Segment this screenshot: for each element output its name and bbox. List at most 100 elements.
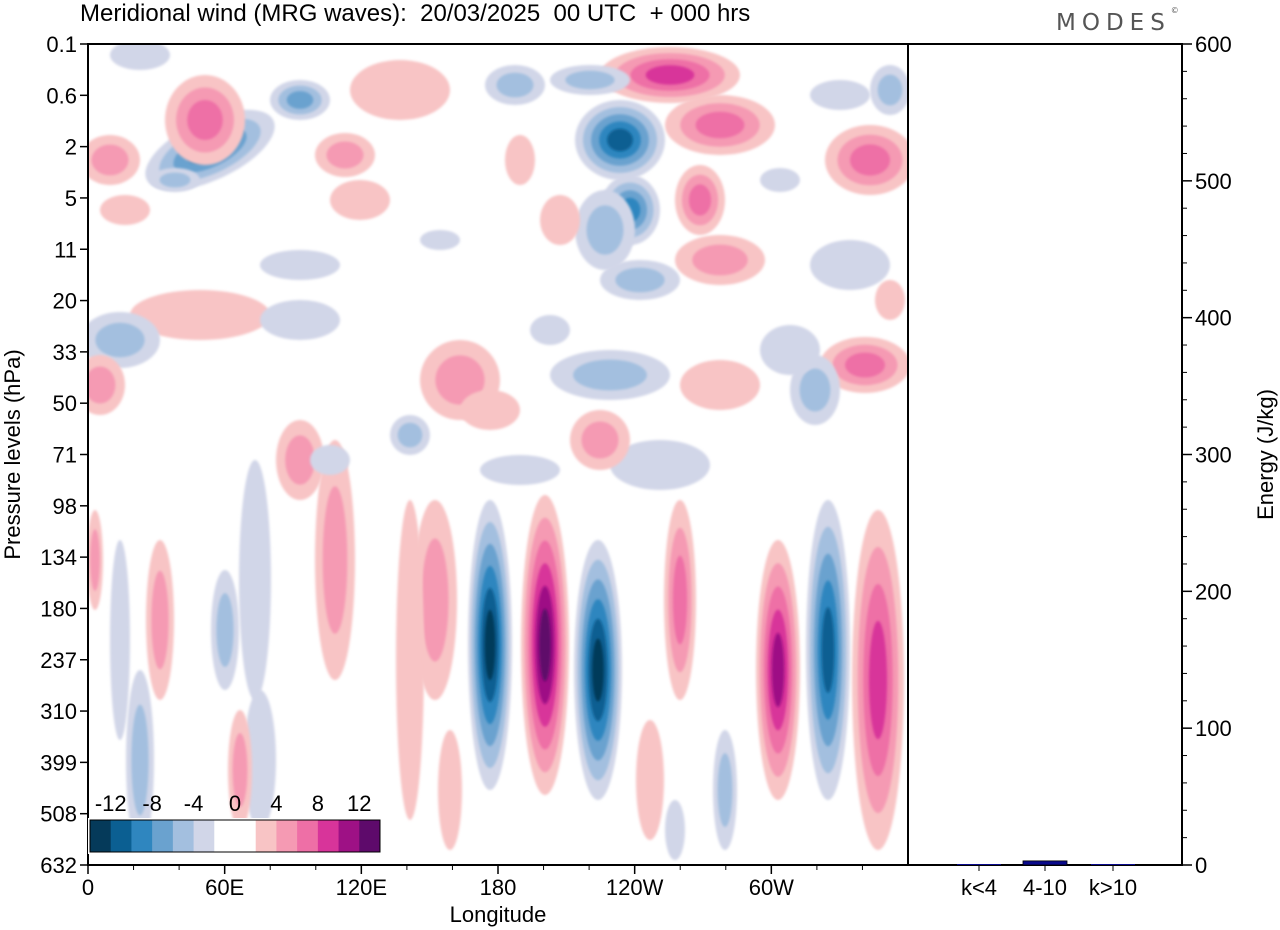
contour-band [322, 486, 348, 634]
contour-band [592, 638, 604, 702]
energy-category-label: 4-10 [1023, 875, 1067, 900]
colorbar-swatch [235, 820, 257, 852]
contour-band [821, 607, 835, 693]
contour-band [110, 540, 130, 740]
colorbar-swatch [110, 820, 132, 852]
colorbar-swatch [131, 820, 153, 852]
contour-band [286, 91, 314, 109]
y-tick-label: 98 [53, 494, 77, 519]
contour-band [88, 366, 116, 404]
contour-band [680, 360, 760, 410]
contour-band [397, 422, 423, 448]
colorbar-swatch [359, 820, 381, 852]
energy-axis-label: Energy (J/kg) [1253, 389, 1278, 520]
y-tick-label: 310 [40, 699, 77, 724]
energy-tick-label: 0 [1195, 853, 1207, 878]
y-tick-label: 399 [40, 750, 77, 775]
contour-band [850, 144, 890, 176]
contour-band [565, 70, 615, 90]
colorbar-label: -8 [142, 791, 162, 816]
contour-band [110, 44, 170, 70]
contour-band [480, 455, 560, 485]
contour-band [326, 141, 364, 169]
contour-band [539, 608, 551, 682]
x-tick-label: 120E [336, 875, 387, 900]
contour-band [95, 322, 145, 358]
contour-band [232, 733, 248, 807]
colorbar-label: 4 [270, 791, 282, 816]
contour-band [130, 290, 270, 340]
contour-band [665, 800, 685, 860]
y-axis-label: Pressure levels (hPa) [0, 349, 25, 559]
energy-bar [957, 864, 1001, 865]
energy-category-label: k<4 [961, 875, 997, 900]
contour-band [581, 421, 619, 459]
contour-band [875, 280, 905, 320]
colorbar-swatch [214, 820, 236, 852]
x-tick-label: 120W [606, 875, 664, 900]
contour-band [636, 720, 664, 840]
x-axis-label: Longitude [450, 902, 547, 927]
energy-frame [907, 43, 1183, 866]
colorbar-swatch [255, 820, 277, 852]
contour-band [810, 80, 870, 110]
contour-band [260, 250, 340, 280]
colorbar-label: 12 [347, 791, 371, 816]
chart-title: Meridional wind (MRG waves): 20/03/2025 … [80, 0, 751, 27]
contour-band [421, 538, 449, 662]
energy-tick-label: 600 [1195, 32, 1232, 57]
contour-band [607, 128, 633, 152]
colorbar-label: -4 [184, 791, 204, 816]
energy-tick-label: 100 [1195, 716, 1232, 741]
energy-tick-label: 300 [1195, 443, 1232, 468]
contour-band [760, 168, 800, 192]
contour-band [350, 60, 450, 120]
energy-tick-label: 400 [1195, 306, 1232, 331]
contour-band [187, 100, 223, 140]
contour-band [131, 704, 149, 816]
y-tick-label: 0.1 [46, 32, 77, 57]
contour-band [692, 244, 748, 276]
contour-band [530, 315, 570, 345]
x-tick-label: 0 [82, 875, 94, 900]
contour-band [151, 570, 169, 670]
contour-band [760, 325, 820, 375]
energy-bar [1091, 864, 1135, 865]
contour-band [610, 440, 710, 490]
contour-band [216, 593, 234, 667]
contour-band [810, 240, 890, 290]
contour-band [695, 111, 745, 139]
contour-band [460, 390, 520, 430]
colorbar-label: -12 [95, 791, 127, 816]
y-tick-label: 5 [65, 186, 77, 211]
colorbar-swatch [338, 820, 360, 852]
contour-band [90, 529, 100, 591]
y-tick-label: 508 [40, 802, 77, 827]
x-tick-label: 180 [480, 875, 517, 900]
contour-band [688, 184, 712, 216]
contour-band [420, 230, 460, 250]
modes-logo: MODES© [1056, 6, 1179, 36]
contour-band [540, 195, 580, 245]
contour-field [88, 44, 908, 860]
contour-band [505, 135, 535, 185]
colorbar-swatch [172, 820, 195, 852]
y-tick-label: 20 [53, 289, 77, 314]
contour-band [869, 620, 887, 740]
y-tick-label: 11 [54, 237, 77, 262]
contour-band [615, 267, 665, 293]
contour-band [100, 195, 150, 225]
contour-band [310, 445, 350, 475]
contour-band [496, 72, 534, 98]
y-tick-label: 134 [40, 545, 77, 570]
contour-band [396, 500, 424, 820]
colorbar-swatch [276, 820, 298, 852]
contour-band [799, 368, 831, 412]
contour-band [260, 300, 340, 340]
contour-band [285, 435, 315, 485]
contour-band [438, 730, 462, 850]
contour-band [159, 172, 191, 188]
colorbar-swatch [317, 820, 340, 852]
energy-tick-label: 200 [1195, 579, 1232, 604]
contour-band [239, 460, 271, 700]
